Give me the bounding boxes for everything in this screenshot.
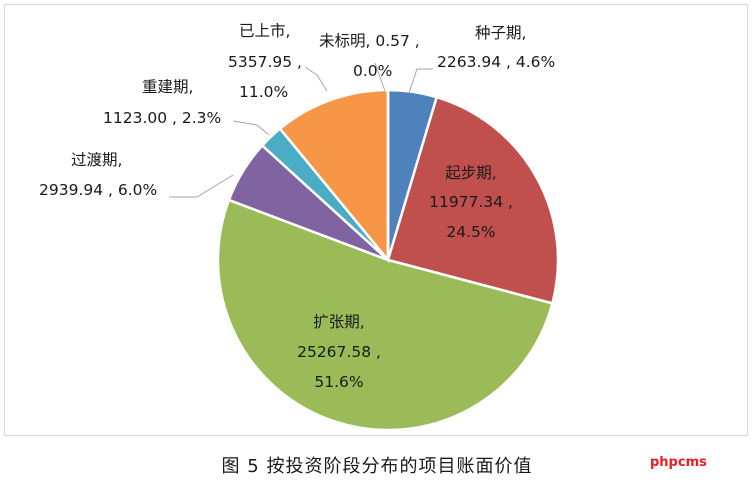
label-expansion-percent: 51.6% <box>314 373 363 391</box>
label-start-name: 起步期, <box>445 164 496 182</box>
label-listed-name: 已上市, <box>239 22 290 40</box>
label-seed-name: 种子期, <box>475 24 526 42</box>
label-seed-value: 2263.94 , 4.6% <box>437 53 555 71</box>
label-listed-value: 5357.95 , <box>228 53 302 71</box>
label-rebuild-value: 1123.00 , 2.3% <box>103 109 221 127</box>
label-rebuild-name: 重建期, <box>142 78 193 96</box>
figure-caption: 图 5 按投资阶段分布的项目账面价值 <box>221 456 533 477</box>
leader-line-seed <box>408 68 433 94</box>
pie-slice-1 <box>386 95 560 305</box>
label-transition-name: 过渡期, <box>71 151 122 169</box>
chart-frame: 种子期, 2263.94 , 4.6% 未标明, 0.57 , 0.0% 已上市… <box>4 4 748 436</box>
label-expansion-value: 25267.58 , <box>297 343 381 361</box>
label-unmarked-percent: 0.0% <box>353 62 392 80</box>
pie-slice-2 <box>216 198 554 432</box>
label-expansion-name: 扩张期, <box>313 313 364 331</box>
label-listed-percent: 11.0% <box>239 83 288 101</box>
label-start-percent: 24.5% <box>446 223 495 241</box>
pie-chart: 种子期, 2263.94 , 4.6% 未标明, 0.57 , 0.0% 已上市… <box>39 22 560 432</box>
label-unmarked-name: 未标明, 0.57 , <box>319 32 420 50</box>
leader-line-transition <box>169 174 234 198</box>
leader-line-rebuild <box>232 120 270 136</box>
pie-slices <box>216 88 560 432</box>
leader-line-listed <box>304 66 328 92</box>
label-transition-value: 2939.94 , 6.0% <box>39 181 157 199</box>
pie-slice-5 <box>278 88 390 264</box>
leader-line-unmarked <box>374 62 386 92</box>
watermark-text: phpcms <box>650 455 707 470</box>
label-start-value: 11977.34 , <box>429 193 513 211</box>
